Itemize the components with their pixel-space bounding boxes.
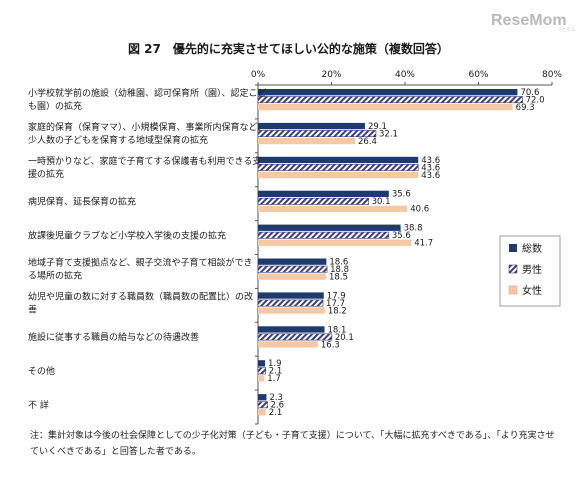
data-label: 43.6 bbox=[421, 171, 440, 181]
data-label: 40.6 bbox=[410, 205, 429, 215]
data-label: 2.1 bbox=[269, 408, 283, 418]
category-label: 援の拡充 bbox=[28, 168, 64, 180]
x-tick-label: 60% bbox=[468, 70, 488, 80]
legend-swatch-女性 bbox=[508, 285, 518, 295]
category-label: 幼児や児童の数に対する職員数（職員数の配置比）の改 bbox=[28, 291, 253, 303]
bar-女性 bbox=[258, 137, 356, 145]
data-label: 20.1 bbox=[335, 333, 354, 343]
footnote: 注：集計対象は今後の社会保障としての少子化対策（子ども・子育て支援）について、「… bbox=[30, 431, 555, 457]
category-label: 善 bbox=[28, 304, 37, 316]
category-label: 小学校就学前の施設（幼稚園、認可保育所（園）、認定こど bbox=[28, 87, 267, 99]
bar-総数 bbox=[258, 122, 365, 130]
data-label: 72.0 bbox=[526, 96, 545, 106]
bar-総数 bbox=[258, 292, 324, 299]
category-label: 家庭的保育（保育ママ）、小規模保育、事業所内保育など、 bbox=[28, 121, 266, 133]
bar-男性 bbox=[257, 130, 377, 137]
bar-女性 bbox=[258, 375, 265, 382]
data-label: 35.6 bbox=[392, 231, 411, 241]
category-label: 不 詳 bbox=[28, 399, 49, 411]
data-label: 30.1 bbox=[372, 197, 391, 207]
data-label: 70.6 bbox=[520, 88, 539, 98]
data-label: 32.1 bbox=[379, 129, 398, 139]
data-label: 69.3 bbox=[516, 103, 535, 113]
category-label: 一時預かりなど、家庭で子育てする保護者も利用できる支 bbox=[28, 155, 261, 167]
x-tick-label: 80% bbox=[542, 70, 562, 80]
data-label: 1.9 bbox=[268, 359, 282, 369]
bar-男性 bbox=[257, 96, 523, 104]
category-label: 施設に従事する職員の給与などの待遇改善 bbox=[28, 331, 199, 343]
category-label: その他 bbox=[28, 365, 55, 377]
bar-chart: 図 27 優先的に充実させてほしい公的な施策（複数回答） 0% 20% 40% 60%… bbox=[28, 41, 562, 425]
bar-男性 bbox=[257, 197, 369, 205]
data-label: 18.8 bbox=[330, 265, 349, 275]
data-label: 2.1 bbox=[269, 367, 283, 377]
bar-総数 bbox=[258, 326, 325, 333]
bar-総数 bbox=[258, 394, 267, 401]
bar-女性 bbox=[258, 307, 325, 314]
data-label: 18.6 bbox=[329, 258, 348, 268]
legend-swatch-男性 bbox=[508, 264, 518, 274]
bar-女性 bbox=[258, 273, 326, 280]
category-label: 病児保育、延長保育の拡充 bbox=[28, 195, 136, 207]
data-label: 41.7 bbox=[414, 239, 433, 249]
bar-男性 bbox=[257, 299, 324, 307]
category-label: る場所の拡充 bbox=[28, 270, 82, 282]
x-tick-label: 40% bbox=[395, 70, 415, 80]
bar-女性 bbox=[258, 341, 318, 348]
bar-女性 bbox=[258, 104, 513, 111]
legend-label: 男性 bbox=[522, 263, 542, 276]
x-tick-label: 0% bbox=[251, 70, 266, 80]
bar-総数 bbox=[258, 258, 327, 265]
bar-女性 bbox=[258, 171, 419, 179]
bar-総数 bbox=[258, 360, 265, 367]
svg-text:リセマム: リセマム bbox=[557, 27, 575, 32]
data-label: 17.9 bbox=[327, 291, 346, 301]
data-label: 35.6 bbox=[392, 190, 411, 200]
legend-label: 女性 bbox=[522, 284, 542, 297]
category-label: 地域子育て支援拠点など、親子交流や子育て相談ができ bbox=[28, 257, 253, 269]
bar-総数 bbox=[258, 89, 518, 96]
bar-男性 bbox=[257, 265, 328, 273]
data-label: 2.6 bbox=[271, 401, 285, 411]
bar-総数 bbox=[258, 190, 389, 197]
bar-女性 bbox=[258, 239, 412, 246]
category-label: も園）の拡充 bbox=[28, 100, 82, 112]
data-label: 29.1 bbox=[368, 122, 387, 132]
data-label: 43.6 bbox=[421, 163, 440, 173]
bar-男性 bbox=[257, 401, 268, 409]
bar-男性 bbox=[257, 164, 419, 171]
bar-男性 bbox=[257, 333, 333, 341]
x-tick-label: 20% bbox=[321, 70, 341, 80]
data-label: 1.7 bbox=[267, 374, 281, 384]
legend-swatch-総数 bbox=[509, 244, 517, 252]
category-label: 放課後児童クラブなど小学校入学後の支援の拡充 bbox=[28, 229, 226, 241]
data-label: 16.3 bbox=[321, 340, 340, 350]
bar-男性 bbox=[257, 231, 390, 239]
svg-text:ReseMom: ReseMom bbox=[491, 12, 567, 29]
data-label: 43.6 bbox=[421, 156, 440, 166]
data-label: 26.4 bbox=[358, 137, 377, 147]
bar-男性 bbox=[257, 367, 267, 375]
bar-総数 bbox=[258, 156, 419, 164]
data-label: 38.8 bbox=[404, 224, 423, 234]
data-label: 17.7 bbox=[326, 299, 345, 309]
data-label: 2.3 bbox=[269, 393, 283, 403]
data-label: 18.1 bbox=[328, 325, 347, 335]
bar-女性 bbox=[258, 409, 266, 416]
data-label: 18.2 bbox=[328, 306, 347, 316]
bar-総数 bbox=[258, 224, 401, 231]
legend-label: 総数 bbox=[522, 242, 542, 255]
category-label: 少人数の子どもを保育する地域型保育の拡充 bbox=[28, 134, 208, 146]
resemom-logo: ReseMom リセマム bbox=[491, 12, 575, 32]
chart-title: 図 27 優先的に充実させてほしい公的な施策（複数回答） bbox=[128, 41, 449, 56]
bar-女性 bbox=[258, 205, 408, 212]
data-label: 18.5 bbox=[329, 273, 348, 283]
